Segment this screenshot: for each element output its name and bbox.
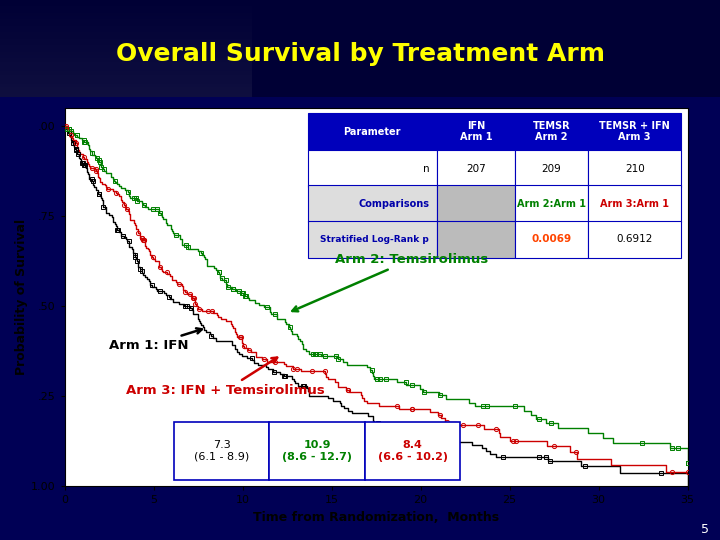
Bar (0, 13, 252, 16)
Bar (0, 49, 252, 52)
Bar (0, 0, 720, 97)
Bar (0, 6, 252, 10)
Bar (0, 62, 252, 65)
Bar (0, 36, 252, 39)
Bar (0, 3, 252, 6)
Bar (0, 75, 252, 78)
Bar (0, 23, 252, 26)
Bar (0, 45, 252, 49)
Y-axis label: Probability of Survival: Probability of Survival (15, 219, 28, 375)
Bar (0, 32, 252, 36)
Bar (0, 26, 252, 29)
Bar (0, 42, 252, 45)
Bar (0, 52, 252, 55)
Bar (0, 55, 252, 58)
Bar (0, 39, 252, 42)
Bar (0, 19, 252, 23)
Bar (0, 87, 252, 91)
Bar (0, 84, 252, 87)
X-axis label: Time from Randomization,  Months: Time from Randomization, Months (253, 511, 499, 524)
Bar (0, 94, 252, 97)
Bar (0, 91, 252, 94)
Bar (0, 58, 252, 62)
Bar (0, 10, 252, 13)
Bar (0, 68, 252, 71)
Text: Arm 3: IFN + Temsirolimus: Arm 3: IFN + Temsirolimus (125, 357, 324, 397)
Text: Arm 1: IFN: Arm 1: IFN (109, 328, 202, 352)
Bar (0, 65, 252, 68)
Text: Arm 2: Temsirolimus: Arm 2: Temsirolimus (292, 253, 488, 312)
Bar (0, 0, 252, 3)
Text: 5: 5 (701, 523, 709, 536)
Bar (0, 29, 252, 32)
Bar (0, 16, 252, 19)
Bar (0, 81, 252, 84)
Bar (0, 78, 252, 81)
Text: Overall Survival by Treatment Arm: Overall Survival by Treatment Arm (115, 42, 605, 66)
Bar (0, 71, 252, 75)
